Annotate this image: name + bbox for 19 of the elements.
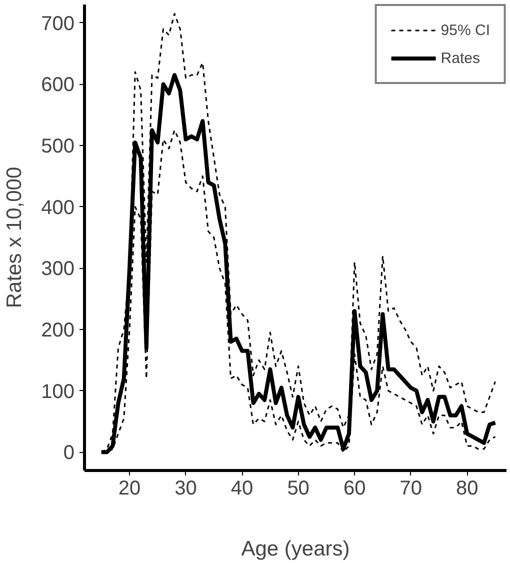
- x-tick-label: 70: [400, 478, 422, 500]
- y-tick-label: 700: [41, 12, 75, 35]
- x-tick-label: 50: [287, 478, 310, 500]
- y-tick-label: 200: [41, 319, 75, 342]
- y-tick-label: 300: [41, 258, 75, 280]
- y-tick-label: 0: [63, 442, 74, 464]
- x-tick-label: 80: [456, 478, 478, 500]
- legend-label: 95% CI: [440, 22, 490, 38]
- x-tick-label: 30: [174, 478, 197, 500]
- y-tick-label: 100: [41, 380, 75, 403]
- x-tick-label: 60: [343, 478, 366, 500]
- y-tick-label: 500: [41, 136, 75, 158]
- legend-label: Rates: [440, 50, 480, 66]
- x-tick-label: 40: [230, 478, 254, 500]
- x-axis-title: Age (years): [241, 538, 350, 560]
- y-tick-label: 600: [41, 74, 75, 96]
- y-axis-title: Rates x 10,000: [3, 166, 26, 308]
- x-tick-label: 20: [118, 478, 141, 500]
- y-tick-label: 400: [41, 196, 75, 219]
